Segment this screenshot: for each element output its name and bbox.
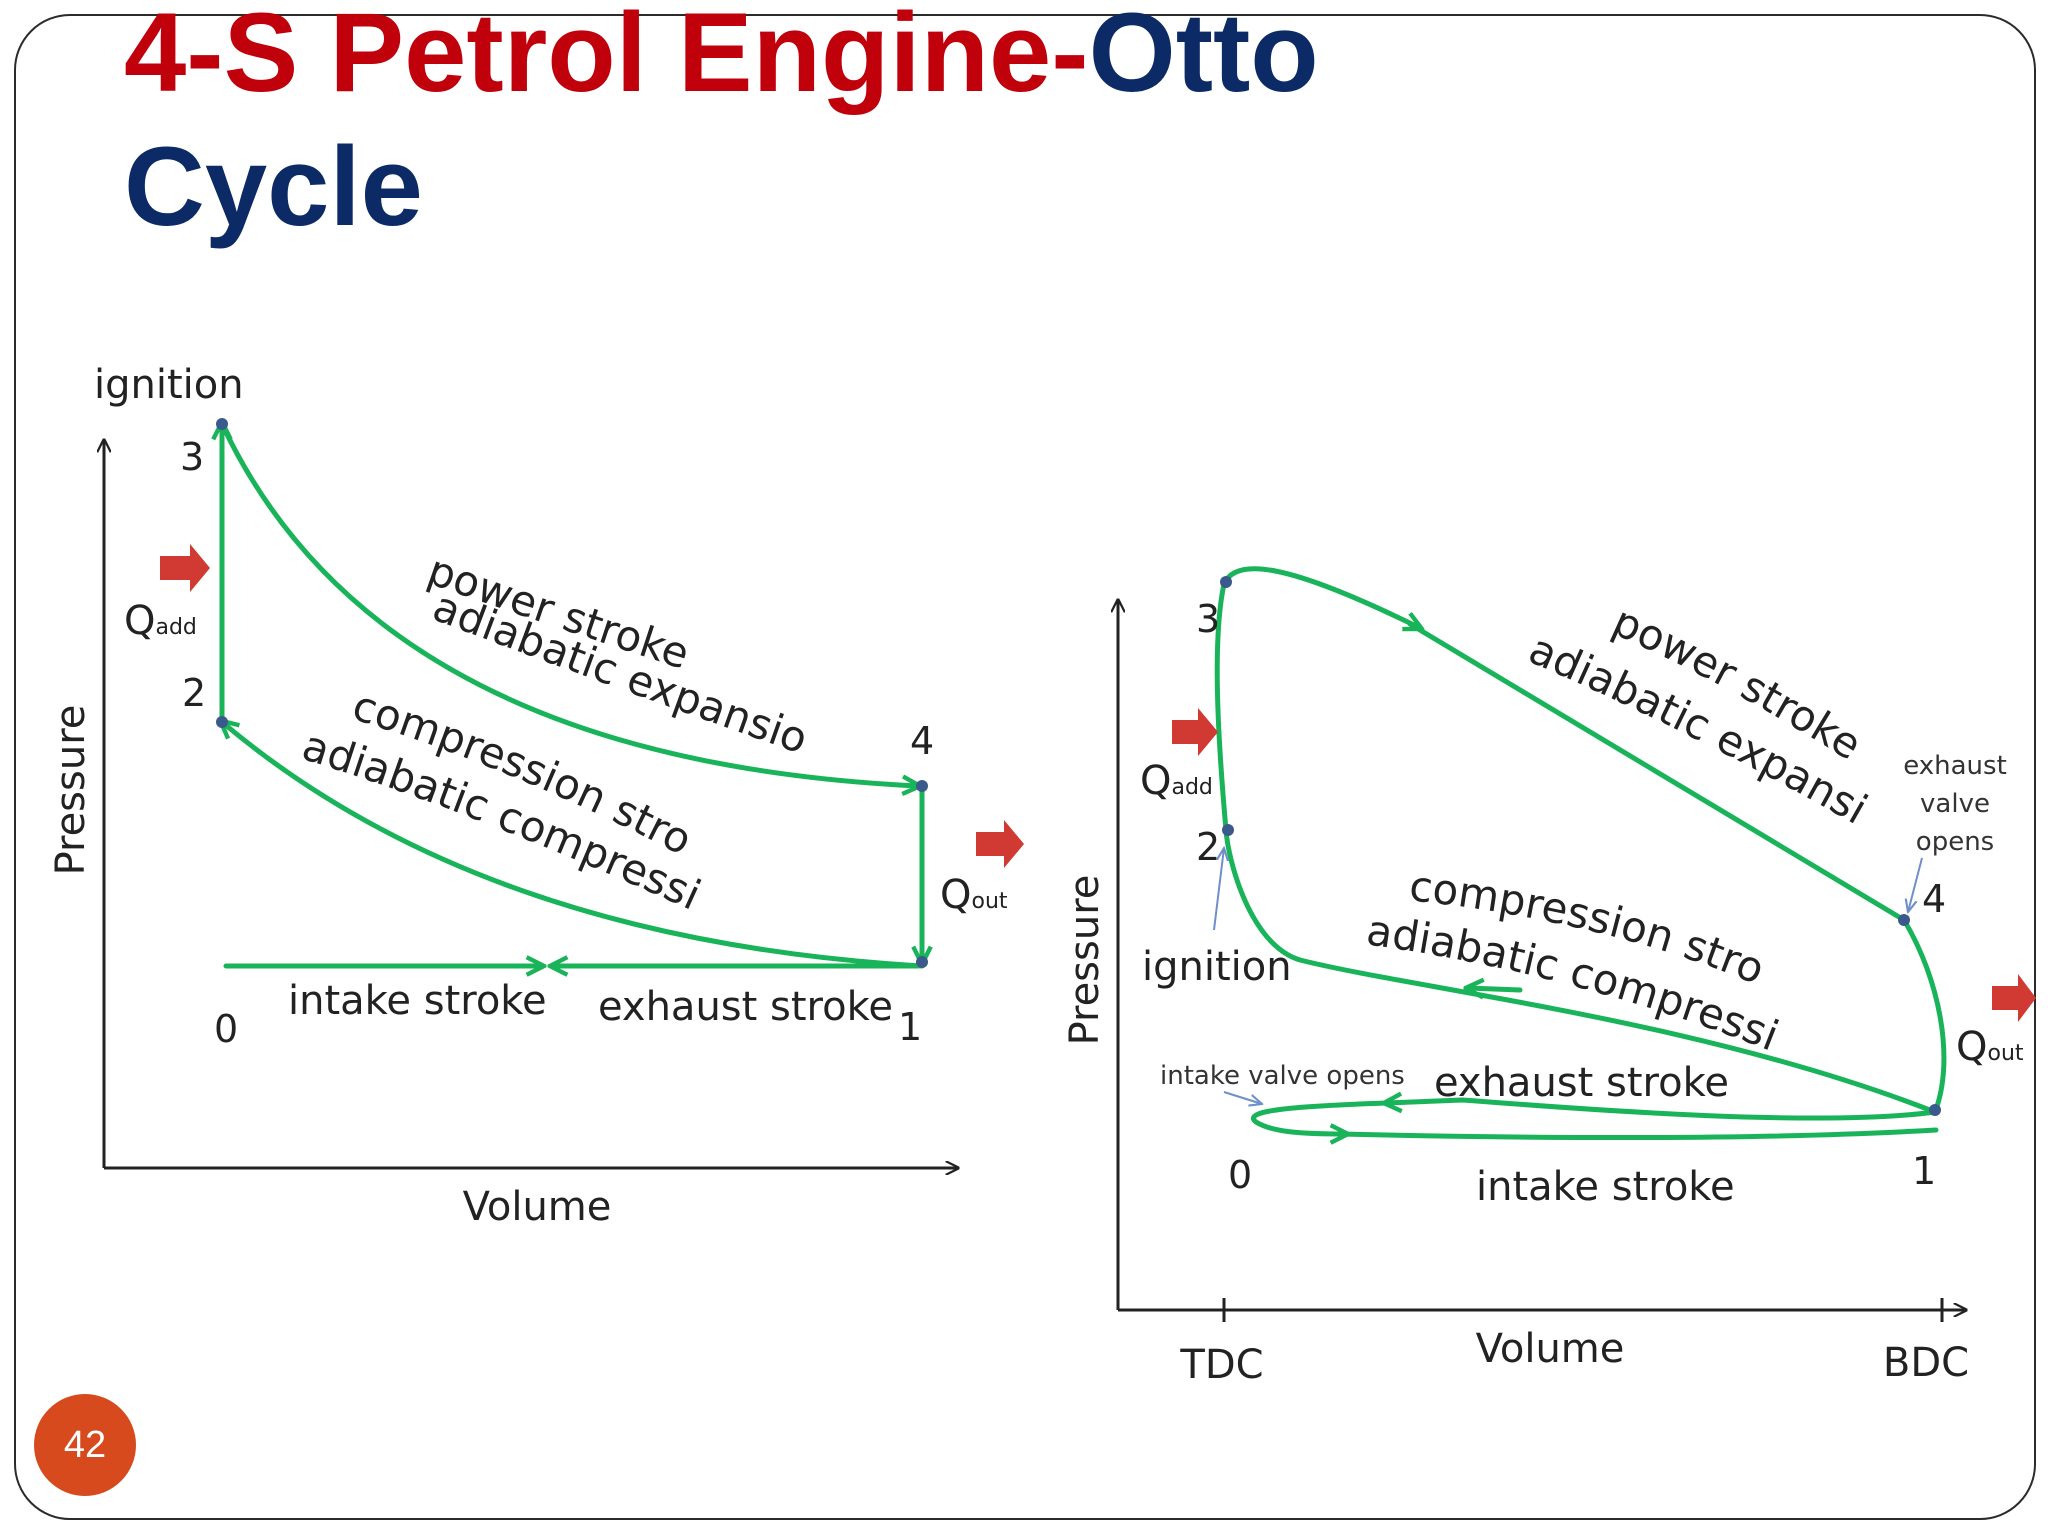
left-point-3 (216, 418, 228, 430)
right-q-out-main: Q (1956, 1024, 1987, 1070)
left-q-add-main: Q (124, 598, 155, 644)
left-heat-in-arrow-icon (160, 544, 210, 592)
slide-title: 4-S Petrol Engine-Otto Cycle (124, 0, 1319, 254)
right-label-1: 1 (1912, 1149, 1936, 1193)
left-power-stroke-curve (219, 421, 918, 786)
right-exhaust-valve-label-line-1: exhaust (1903, 751, 2007, 781)
right-intake-valve-loop (1251, 1100, 1389, 1134)
right-intake-valve-opens-label: intake valve opens (1160, 1061, 1405, 1091)
right-intake-stroke-label: intake stroke (1476, 1164, 1735, 1210)
right-intake-stroke-curve (1337, 1127, 1939, 1140)
right-q-out-sub: out (1987, 1041, 2023, 1066)
right-tdc-label: TDC (1179, 1342, 1263, 1388)
right-pv-diagram: Pressure Volume TDC BDC 3 (0, 0, 2036, 1388)
right-adiabatic-expansion-text: adiabatic expansion (0, 0, 1876, 834)
right-state-points (1220, 576, 1941, 1116)
page-number-badge: 42 (34, 1394, 136, 1496)
right-exhaust-valve-pointer (1908, 857, 1923, 912)
right-x-axis-label: Volume (1476, 1326, 1625, 1372)
left-intake-stroke-label: intake stroke (288, 978, 547, 1024)
left-x-axis-label: Volume (463, 1184, 612, 1230)
left-point-1 (916, 956, 928, 968)
left-y-axis-label: Pressure (48, 705, 94, 876)
left-cycle-curves (222, 424, 922, 966)
right-y-axis-label: Pressure (1062, 875, 1108, 1046)
right-point-4 (1898, 914, 1910, 926)
right-q-add-label: Qadd (1140, 758, 1213, 804)
title-line-2: Cycle (124, 124, 423, 249)
right-combustion-curve (1214, 581, 1229, 833)
left-point-4 (916, 780, 928, 792)
left-label-1: 1 (898, 1005, 922, 1049)
left-q-out-label: Qout (940, 872, 1008, 918)
right-q-out-label: Qout (1956, 1024, 2024, 1070)
right-power-stroke-arrow-segment (1221, 566, 1420, 628)
title-part-blue: Otto (1088, 0, 1319, 115)
left-label-0: 0 (214, 1007, 238, 1051)
right-adiabatic-expansion-label: adiabatic expansion (0, 0, 1876, 834)
left-q-add-label: Qadd (124, 598, 197, 644)
left-label-2: 2 (182, 671, 206, 715)
right-exhaust-valve-label-line-2: valve (1920, 789, 1990, 819)
right-q-add-sub: add (1171, 775, 1212, 800)
right-heat-in-arrow-icon (1172, 708, 1218, 756)
right-compression-direction-arrow (1468, 988, 1523, 990)
right-ignition-label: ignition (1142, 944, 1292, 990)
right-power-stroke-curve (1407, 621, 1907, 923)
right-compression-stroke-curve (1223, 827, 1938, 1115)
right-point-1 (1929, 1104, 1941, 1116)
left-compression-stroke-curve (222, 722, 925, 969)
right-exhaust-valve-label-line-3: opens (1916, 827, 1994, 857)
left-state-points (216, 418, 928, 968)
left-q-out-sub: out (971, 889, 1007, 914)
right-label-0: 0 (1228, 1153, 1252, 1197)
right-label-3: 3 (1196, 597, 1220, 641)
right-exhaust-stroke-curve (1386, 1100, 1938, 1121)
right-exhaust-stroke-label: exhaust stroke (1434, 1060, 1729, 1106)
left-pv-diagram: Pressure Volume ignition 3 2 4 1 0 (0, 0, 1024, 1230)
left-exhaust-stroke-label: exhaust stroke (598, 984, 893, 1030)
left-label-3: 3 (180, 435, 204, 479)
right-bdc-label: BDC (1883, 1340, 1969, 1386)
right-point-3 (1220, 576, 1232, 588)
left-point-2 (216, 716, 228, 728)
right-label-2: 2 (1196, 825, 1220, 869)
right-point-2 (1222, 824, 1234, 836)
left-q-out-main: Q (940, 872, 971, 918)
right-intake-valve-pointer (1223, 1091, 1262, 1104)
right-heat-out-arrow-icon (1992, 974, 2036, 1022)
right-cycle-curves (1214, 566, 1947, 1140)
slide-frame (14, 14, 2036, 1520)
left-heat-out-arrow-icon (976, 820, 1024, 868)
right-ignition-pointer (1213, 848, 1224, 931)
right-label-4: 4 (1922, 877, 1946, 921)
left-q-add-sub: add (155, 615, 196, 640)
right-q-add-main: Q (1140, 758, 1171, 804)
title-part-red: 4-S Petrol Engine- (124, 0, 1089, 115)
left-label-4: 4 (910, 719, 934, 763)
left-ignition-label: ignition (94, 362, 244, 408)
right-exhaust-blowdown-curve (1901, 917, 1947, 1115)
